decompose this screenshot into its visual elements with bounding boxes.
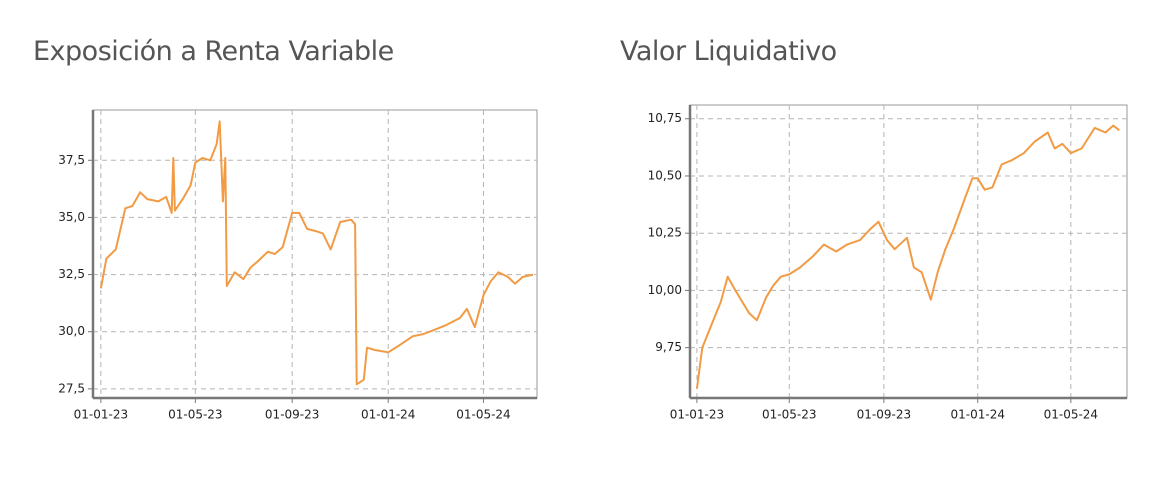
- x-tick-label: 01-05-24: [1044, 408, 1098, 422]
- y-tick-label: 27,5: [58, 381, 85, 395]
- x-tick-label: 01-01-24: [361, 408, 415, 422]
- y-tick-label: 30,0: [58, 324, 85, 338]
- y-tick-label: 10,75: [648, 111, 682, 125]
- data-line: [695, 124, 1120, 389]
- x-tick-label: 01-09-23: [265, 408, 319, 422]
- x-tick-label: 01-05-24: [456, 408, 510, 422]
- y-tick-label: 32,5: [58, 267, 85, 281]
- y-tick-label: 35,0: [58, 210, 85, 224]
- x-tick-label: 01-05-23: [168, 408, 222, 422]
- y-tick-label: 10,50: [648, 168, 682, 182]
- chart-title: Exposición a Renta Variable: [33, 36, 394, 67]
- y-tick-label: 10,00: [648, 283, 682, 297]
- x-tick-label: 01-01-23: [670, 408, 724, 422]
- y-tick-label: 37,5: [58, 153, 85, 167]
- x-tick-label: 01-01-24: [951, 408, 1005, 422]
- y-tick-label: 9,75: [655, 340, 682, 354]
- x-tick-label: 01-09-23: [857, 408, 911, 422]
- x-tick-label: 01-05-23: [762, 408, 816, 422]
- y-tick-label: 10,25: [648, 226, 682, 240]
- chart-title: Valor Liquidativo: [620, 36, 837, 67]
- data-line: [99, 120, 534, 386]
- x-tick-label: 01-01-23: [74, 408, 128, 422]
